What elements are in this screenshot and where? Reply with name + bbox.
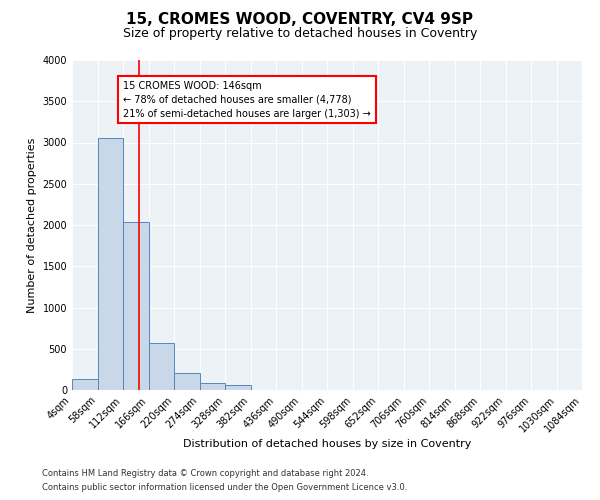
Text: 15, CROMES WOOD, COVENTRY, CV4 9SP: 15, CROMES WOOD, COVENTRY, CV4 9SP [127, 12, 473, 28]
Bar [72, 380, 97, 390]
Bar [123, 222, 149, 390]
Bar [97, 138, 123, 390]
X-axis label: Distribution of detached houses by size in Coventry: Distribution of detached houses by size … [183, 440, 471, 450]
Text: Contains public sector information licensed under the Open Government Licence v3: Contains public sector information licen… [42, 484, 407, 492]
Text: 15 CROMES WOOD: 146sqm
← 78% of detached houses are smaller (4,778)
21% of semi-: 15 CROMES WOOD: 146sqm ← 78% of detached… [123, 80, 371, 118]
Bar [200, 384, 225, 390]
Bar [149, 343, 174, 390]
Bar [225, 386, 251, 390]
Text: Contains HM Land Registry data © Crown copyright and database right 2024.: Contains HM Land Registry data © Crown c… [42, 468, 368, 477]
Y-axis label: Number of detached properties: Number of detached properties [27, 138, 37, 312]
Bar [174, 372, 199, 390]
Text: Size of property relative to detached houses in Coventry: Size of property relative to detached ho… [123, 28, 477, 40]
